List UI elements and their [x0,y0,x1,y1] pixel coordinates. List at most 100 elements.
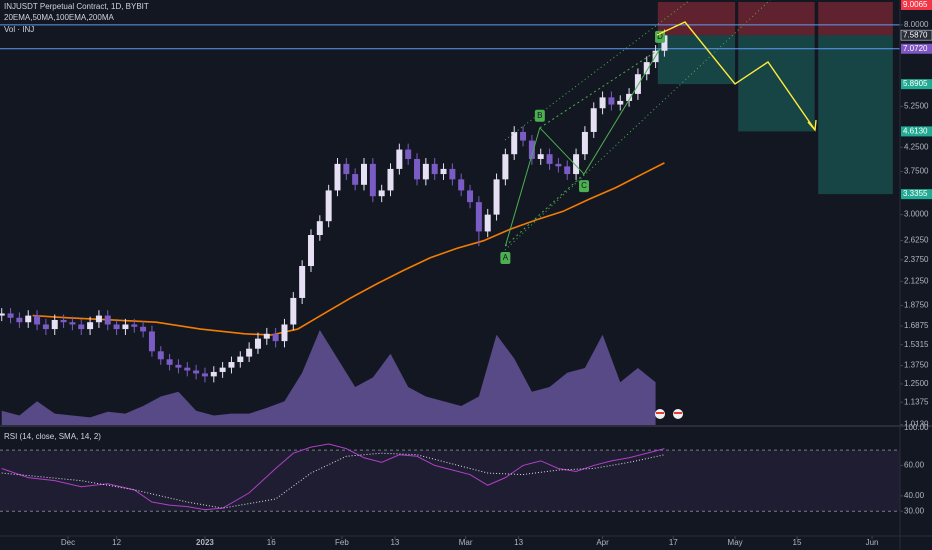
rsi-y-tick-label: 60.00 [904,461,925,470]
candle-body [290,297,297,325]
price-marker-label: 7.5870 [903,30,928,39]
candle-body [405,149,412,159]
x-tick-label: 16 [267,538,276,547]
y-tick-label: 2.3750 [904,255,929,264]
y-tick-label: 1.6875 [904,321,929,330]
candle-body [352,174,359,185]
y-tick-label: 3.7500 [904,167,929,176]
stop-zone [657,1,736,36]
candle-body [201,373,208,377]
candle-body [131,324,138,327]
candle-body [458,179,465,191]
target-zone [657,35,736,85]
price-marker-label: 3.3355 [903,189,928,198]
candle-body [219,367,226,372]
ema-line [32,162,665,336]
pattern-point-label: A [503,253,509,262]
candle-body [643,62,650,75]
candle-body [661,35,668,51]
candle-body [60,319,67,323]
x-tick-label: 15 [793,538,802,547]
candle-body [599,97,606,109]
y-tick-label: 5.2500 [904,101,929,110]
rsi-top-label: 100.00 [904,423,929,432]
pattern-point-badge [534,109,545,122]
y-tick-label: 4.2500 [904,142,929,151]
candle-body [263,333,270,339]
candle-body [449,168,456,180]
candle-body [307,235,314,267]
candle-body [34,315,41,325]
candle-body [475,202,482,232]
y-tick-label: 2.1250 [904,276,929,285]
price-marker [901,0,932,10]
candle-body [184,367,191,371]
pattern-leg [504,127,541,247]
price-marker-label: 9.0065 [903,0,928,9]
candle-body [414,158,421,180]
candle-body [422,163,429,180]
candle-body [493,179,500,215]
candle-body [272,333,279,342]
pattern-point-badge [655,30,666,43]
pattern-point-badge [579,180,590,193]
candle-body [546,154,553,164]
x-tick-label: Jun [866,538,879,547]
price-marker [900,29,932,41]
x-tick-label: May [728,538,743,547]
rsi-y-tick-label: 30.00 [904,506,925,515]
candle-body [246,348,253,357]
candle-body [51,319,58,330]
pattern-leg [539,127,585,175]
candle-body [502,154,509,180]
volume-label: Vol · INJ [4,25,34,34]
candle-body [590,108,597,132]
candle-body [299,266,306,298]
candle-body [87,322,94,330]
price-marker-label: 5.8905 [903,79,928,88]
target-zone [818,35,893,195]
candle-body [467,190,474,203]
stop-zone [818,1,893,36]
candle-body [193,370,200,374]
y-tick-label: 1.8750 [904,301,929,310]
candle-body [148,331,155,352]
candle-body [343,163,350,175]
candle-body [157,351,164,360]
candle-body [237,356,244,363]
candle-body [78,324,85,330]
candle-body [555,163,562,167]
pattern-leg [583,48,661,175]
candle-body [69,322,76,325]
candle-body [254,338,261,349]
rsi-y-tick-label: 40.00 [904,491,925,500]
candle-body [104,315,111,325]
candle-body [334,163,341,191]
channel-line [504,0,691,141]
y-tick-label: 3.0000 [904,210,929,219]
candle-body [617,100,624,105]
pattern-point-badge [500,252,511,265]
candle-body [431,163,438,175]
x-tick-label: 13 [514,538,523,547]
target-zone [738,35,815,132]
candle-body [378,190,385,197]
candle-body [608,97,615,105]
rsi-band [0,450,900,512]
projection-arrow [807,119,817,132]
candle-body [316,221,323,236]
y-tick-label: 1.3750 [904,361,929,370]
candle-body [7,313,14,318]
candle-body [396,149,403,169]
candle-body [634,74,641,94]
volume-area [1,330,656,425]
y-tick-label: 8.0000 [904,20,929,29]
candle-body [520,131,527,141]
pattern-point-label: C [581,181,587,190]
candle-body [581,131,588,155]
indicators-label: 20EMA,50MA,100EMA,200MA [4,13,114,22]
x-tick-label: Mar [459,538,473,547]
rsi-sma-line [1,452,665,509]
event-flags [655,409,683,419]
